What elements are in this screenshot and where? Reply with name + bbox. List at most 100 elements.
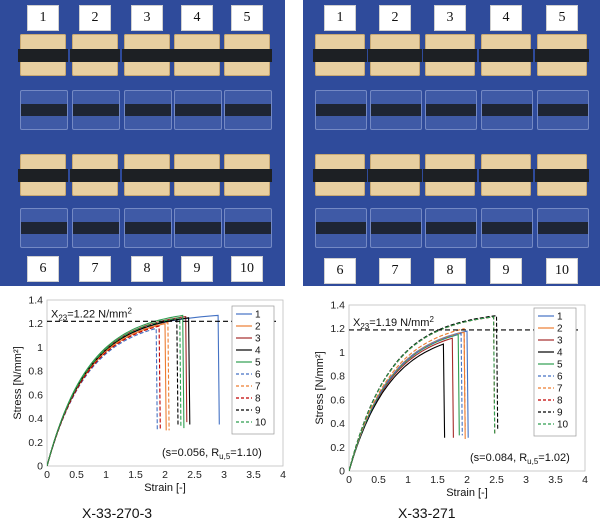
glass-specimen — [224, 208, 272, 248]
stress-strain-chart-right: 0 0.5 1 1.5 2 2.5 3 3.5 4 0 0.2 0.4 0.6 0.8 1 1.2 1.4 Str… — [314, 300, 588, 500]
tape-band — [18, 49, 68, 62]
series-line-10 — [349, 316, 496, 471]
tape-band — [535, 169, 589, 182]
glass-specimen — [315, 90, 367, 130]
y-tick-label: 0 — [37, 461, 43, 473]
legend-label: 2 — [557, 324, 563, 335]
specimen-number-tag: 2 — [379, 5, 411, 31]
specimen-number-tag: 2 — [79, 5, 111, 31]
legend-label: 10 — [255, 418, 267, 429]
specimen-number-tag: 8 — [434, 258, 466, 284]
reference-label: X23=1.19 N/mm2 — [353, 315, 434, 331]
legend-box — [231, 305, 275, 435]
specimen-number-tag: 9 — [181, 256, 213, 282]
glass-specimen — [124, 208, 172, 248]
reference-label: X23=1.22 N/mm2 — [51, 306, 132, 322]
y-tick-label: 0.4 — [28, 413, 43, 425]
wood-specimen — [122, 34, 172, 76]
tape-band — [222, 49, 272, 62]
y-tick-label: 1.4 — [28, 295, 43, 307]
tape-band — [125, 104, 171, 116]
tape-band — [73, 104, 119, 116]
wood-specimen — [122, 154, 172, 196]
glass-specimen — [20, 208, 68, 248]
glass-specimen — [425, 90, 477, 130]
legend-label: 3 — [255, 334, 261, 345]
glass-specimen — [124, 90, 172, 130]
x-tick-label: 1 — [103, 469, 109, 481]
stats-annotation: (s=0.056, Ru,5=1.10) — [162, 447, 262, 461]
x-axis-label: Strain [-] — [446, 487, 488, 499]
legend-label: 1 — [557, 312, 563, 323]
specimen-photo-right: 1 6 2 7 3 8 4 9 5 10 — [303, 0, 600, 286]
specimen-number-tag: 7 — [79, 256, 111, 282]
specimen-number-tag: 6 — [324, 258, 356, 284]
specimen-number-tag: 10 — [546, 258, 578, 284]
wood-specimen — [479, 154, 533, 196]
tape-band — [535, 49, 589, 62]
caption-left: X-33-270-3 — [82, 505, 153, 521]
y-tick-label: 1 — [37, 342, 43, 354]
tape-band — [122, 49, 172, 62]
glass-specimen — [370, 90, 422, 130]
tape-band — [479, 169, 533, 182]
x-tick-label: 1.5 — [430, 474, 445, 486]
y-tick-label: 1 — [339, 347, 345, 359]
caption-right: X-33-271 — [398, 505, 456, 521]
y-tick-label: 0.6 — [28, 389, 43, 401]
reference-label-sup: 2 — [429, 315, 434, 324]
specimen-number-tag: 1 — [324, 5, 356, 31]
reference-label-main: X — [51, 308, 59, 320]
tape-band — [426, 104, 476, 116]
x-tick-label: 2 — [162, 469, 168, 481]
x-axis-label: Strain [-] — [144, 482, 186, 494]
glass-specimen — [174, 90, 222, 130]
tape-band — [316, 222, 366, 234]
wood-specimen — [423, 154, 477, 196]
glass-specimen — [537, 90, 589, 130]
specimen-number-tag: 9 — [490, 258, 522, 284]
x-tick-label: 4 — [280, 469, 286, 481]
wood-specimen — [313, 154, 367, 196]
x-tick-label: 3.5 — [548, 474, 563, 486]
wood-specimen — [479, 34, 533, 76]
legend-label: 4 — [255, 346, 261, 357]
tape-band — [70, 49, 120, 62]
glass-specimen — [481, 90, 533, 130]
tape-band — [222, 169, 272, 182]
reference-label-sub: 23 — [58, 313, 67, 322]
x-tick-label: 0 — [346, 474, 352, 486]
x-tick-label: 0.5 — [371, 474, 386, 486]
specimen-photo-left: 1 6 2 7 3 8 4 9 5 10 — [0, 0, 285, 286]
wood-specimen — [423, 34, 477, 76]
wood-specimen — [222, 34, 272, 76]
legend-label: 2 — [255, 322, 261, 333]
glass-specimen — [174, 208, 222, 248]
wood-specimen — [70, 34, 120, 76]
wood-specimen — [222, 154, 272, 196]
tape-band — [538, 222, 588, 234]
x-tick-label: 2.5 — [489, 474, 504, 486]
legend-label: 10 — [557, 420, 569, 431]
specimen-number-tag: 3 — [434, 5, 466, 31]
legend-label: 6 — [557, 372, 563, 383]
tape-band — [172, 169, 222, 182]
y-axis-label: Stress [N/mm²] — [314, 351, 326, 424]
glass-specimen — [72, 90, 120, 130]
wood-specimen — [18, 154, 68, 196]
tape-band — [175, 104, 221, 116]
stats-annotation-sub: u,5 — [527, 457, 539, 466]
tape-band — [313, 49, 367, 62]
y-tick-label: 0.2 — [330, 442, 345, 454]
stats-annotation-sub: u,5 — [219, 452, 231, 461]
tape-band — [122, 169, 172, 182]
wood-specimen — [172, 154, 222, 196]
reference-label-sub: 23 — [360, 322, 369, 331]
tape-band — [368, 49, 422, 62]
glass-specimen — [224, 90, 272, 130]
x-tick-label: 0 — [44, 469, 50, 481]
wood-specimen — [535, 154, 589, 196]
specimen-number-tag: 4 — [181, 5, 213, 31]
tape-band — [73, 222, 119, 234]
glass-specimen — [315, 208, 367, 248]
